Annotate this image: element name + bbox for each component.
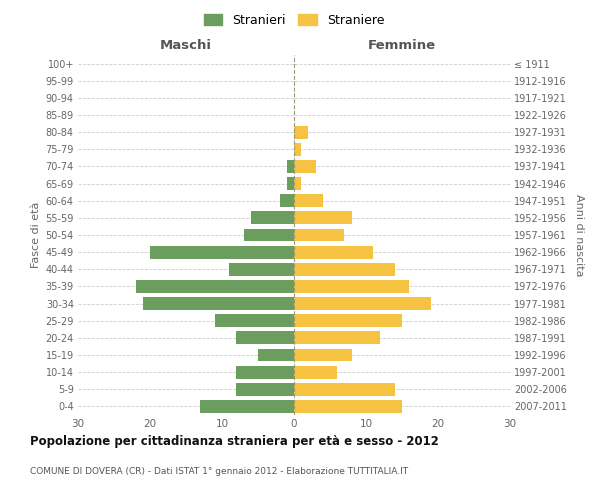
Bar — [294, 212, 352, 224]
Bar — [258, 348, 294, 362]
Bar — [215, 314, 294, 327]
Bar — [287, 177, 294, 190]
Bar — [294, 280, 409, 293]
Bar — [236, 332, 294, 344]
Bar — [294, 194, 323, 207]
Bar — [294, 297, 431, 310]
Bar — [280, 194, 294, 207]
Bar — [229, 263, 294, 276]
Bar — [200, 400, 294, 413]
Bar — [294, 348, 352, 362]
Bar — [143, 297, 294, 310]
Bar — [251, 212, 294, 224]
Bar — [294, 228, 344, 241]
Bar — [294, 332, 380, 344]
Bar — [294, 126, 308, 138]
Bar — [236, 383, 294, 396]
Legend: Stranieri, Straniere: Stranieri, Straniere — [199, 8, 389, 32]
Bar — [294, 263, 395, 276]
Bar — [244, 228, 294, 241]
Bar — [294, 246, 373, 258]
Text: COMUNE DI DOVERA (CR) - Dati ISTAT 1° gennaio 2012 - Elaborazione TUTTITALIA.IT: COMUNE DI DOVERA (CR) - Dati ISTAT 1° ge… — [30, 468, 408, 476]
Bar — [136, 280, 294, 293]
Bar — [287, 160, 294, 173]
Bar — [294, 160, 316, 173]
Bar — [150, 246, 294, 258]
Bar — [294, 314, 402, 327]
Text: Popolazione per cittadinanza straniera per età e sesso - 2012: Popolazione per cittadinanza straniera p… — [30, 435, 439, 448]
Text: Femmine: Femmine — [368, 38, 436, 52]
Bar — [294, 177, 301, 190]
Bar — [294, 400, 402, 413]
Bar — [294, 366, 337, 378]
Y-axis label: Fasce di età: Fasce di età — [31, 202, 41, 268]
Bar — [236, 366, 294, 378]
Bar — [294, 383, 395, 396]
Bar — [294, 143, 301, 156]
Y-axis label: Anni di nascita: Anni di nascita — [574, 194, 584, 276]
Text: Maschi: Maschi — [160, 38, 212, 52]
